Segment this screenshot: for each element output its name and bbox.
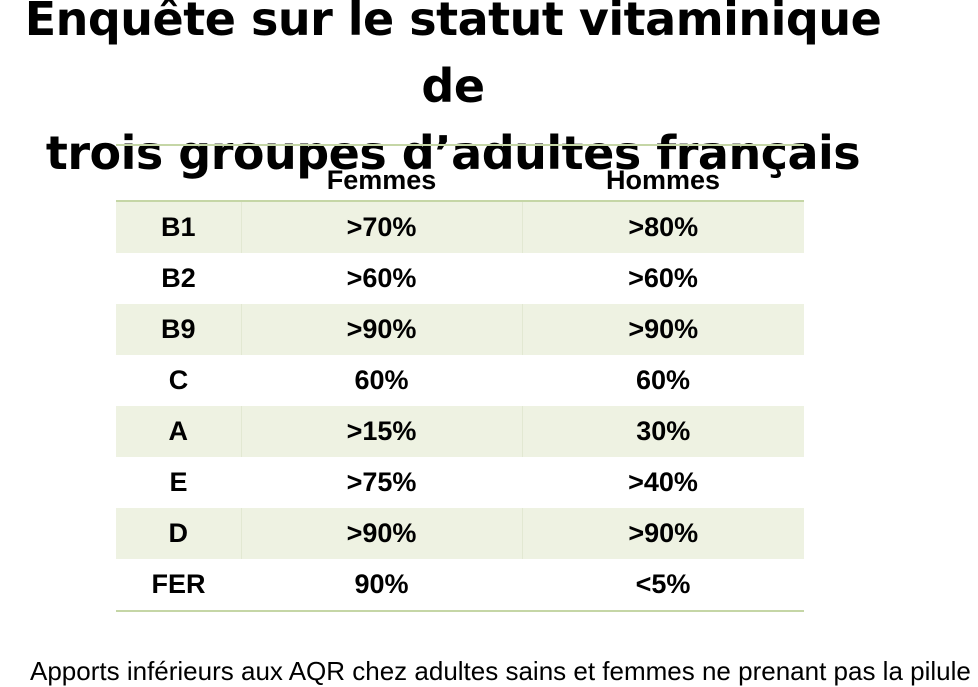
table-row: B2 >60% >60% — [116, 253, 804, 304]
hommes-value: >80% — [521, 201, 804, 253]
femmes-value: >90% — [240, 304, 522, 355]
vitamin-status-table-container: Femmes Hommes B1 >70% >80% B2 >60% >60% … — [116, 144, 804, 612]
row-label: D — [116, 508, 241, 559]
hommes-value: <5% — [635, 569, 691, 599]
femmes-value: >15% — [240, 406, 522, 457]
row-label: A — [116, 406, 241, 457]
title-line-1: Enquête sur le statut vitaminique de — [24, 0, 882, 113]
table-row: B1 >70% >80% — [116, 201, 804, 253]
hommes-value: >90% — [521, 508, 804, 559]
femmes-value: >70% — [240, 201, 522, 253]
header-cell-empty — [116, 145, 241, 202]
table-row: B9 >90% >90% — [116, 304, 804, 355]
table-row: E >75% >40% — [116, 457, 804, 508]
footer-note: Apports inférieurs aux AQR chez adultes … — [30, 656, 971, 686]
table-row: C 60% 60% — [116, 355, 804, 406]
row-label: B9 — [116, 304, 241, 355]
row-label: FER — [151, 569, 206, 599]
table-header-row: Femmes Hommes — [116, 145, 804, 202]
hommes-value: >40% — [628, 467, 698, 497]
femmes-value: 60% — [354, 365, 409, 395]
table-row: D >90% >90% — [116, 508, 804, 559]
hommes-value: 60% — [635, 365, 691, 395]
row-label: E — [169, 467, 188, 497]
femmes-value: >60% — [346, 263, 417, 293]
table-row: FER 90% <5% — [116, 559, 804, 611]
row-label: C — [168, 365, 189, 395]
vitamin-status-table: Femmes Hommes B1 >70% >80% B2 >60% >60% … — [116, 144, 804, 612]
header-cell-hommes: Hommes — [522, 145, 804, 202]
hommes-value: 30% — [521, 406, 804, 457]
row-label: B2 — [161, 263, 196, 293]
femmes-value: >90% — [240, 508, 522, 559]
hommes-value: >90% — [521, 304, 804, 355]
femmes-value: 90% — [354, 569, 409, 599]
header-cell-femmes: Femmes — [241, 145, 522, 202]
row-label: B1 — [116, 201, 241, 253]
femmes-value: >75% — [346, 467, 417, 497]
table-row: A >15% 30% — [116, 406, 804, 457]
hommes-value: >60% — [628, 263, 698, 293]
